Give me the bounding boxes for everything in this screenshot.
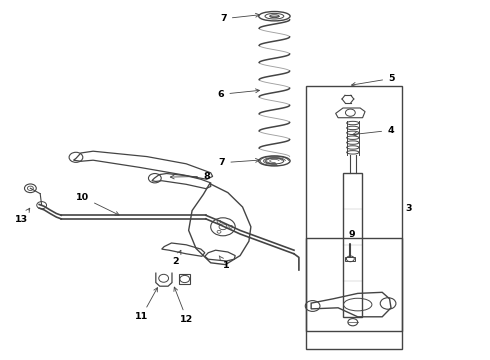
Text: 10: 10 <box>76 193 119 215</box>
Bar <box>179 274 190 284</box>
Bar <box>306 86 402 331</box>
Text: 7: 7 <box>219 158 259 167</box>
Text: 2: 2 <box>172 250 181 266</box>
Text: 4: 4 <box>353 126 394 136</box>
Text: 5: 5 <box>351 74 394 86</box>
Bar <box>345 257 355 261</box>
Text: 9: 9 <box>348 230 355 239</box>
Bar <box>306 238 402 349</box>
Text: 12: 12 <box>174 287 194 324</box>
Text: 6: 6 <box>218 89 259 99</box>
Text: 11: 11 <box>135 288 157 321</box>
Bar <box>343 173 362 317</box>
Text: 7: 7 <box>220 13 259 23</box>
Text: 13: 13 <box>15 208 30 224</box>
Text: 8: 8 <box>171 172 210 181</box>
Text: 1: 1 <box>219 256 230 270</box>
Text: 3: 3 <box>406 204 412 213</box>
